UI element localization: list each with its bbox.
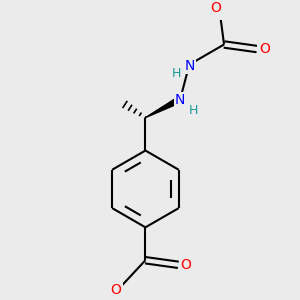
Text: H: H xyxy=(172,67,181,80)
Text: H: H xyxy=(188,104,198,117)
Text: O: O xyxy=(259,42,270,56)
Text: O: O xyxy=(210,1,221,15)
Text: O: O xyxy=(180,258,191,272)
Text: N: N xyxy=(175,93,185,107)
Polygon shape xyxy=(146,97,182,118)
Text: N: N xyxy=(184,58,194,73)
Text: O: O xyxy=(111,283,122,296)
